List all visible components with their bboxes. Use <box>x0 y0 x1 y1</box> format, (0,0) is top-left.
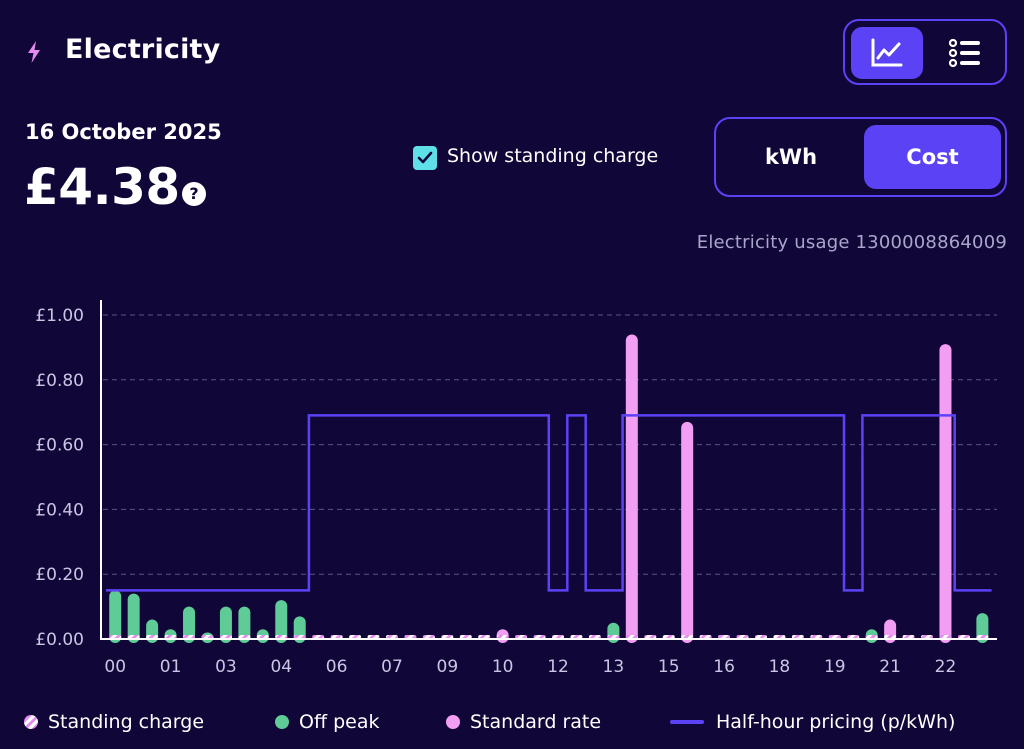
y-tick-label: £0.20 <box>35 565 84 585</box>
x-tick-label: 03 <box>215 657 237 677</box>
total-cost: £4.38 <box>24 158 180 216</box>
legend-offpeak: Off peak <box>275 708 379 736</box>
legend-standing-label: Standing charge <box>48 711 205 733</box>
x-tick-label: 06 <box>326 657 348 677</box>
standard-rate-bar <box>939 344 952 643</box>
x-tick-label: 07 <box>381 657 403 677</box>
list-icon <box>948 38 980 68</box>
standard-rate-bar <box>625 334 638 643</box>
meter-label: Electricity usage 1300008864009 <box>696 232 1007 253</box>
y-tick-label: £0.40 <box>35 500 84 520</box>
selected-date: 16 October 2025 <box>25 120 222 144</box>
standard-rate-swatch <box>446 715 460 729</box>
cost-button[interactable]: Cost <box>864 125 1001 189</box>
off-peak-bar <box>109 590 122 643</box>
legend-pricing: Half-hour pricing (p/kWh) <box>670 708 955 736</box>
standing-charge-checkbox[interactable] <box>413 146 437 170</box>
usage-chart: £0.00 £0.20 £0.40 £0.60 £0.80 £1.00 00 01 03 04 0… <box>35 300 997 677</box>
half-hour-pricing-line <box>106 414 992 592</box>
legend-pricing-label: Half-hour pricing (p/kWh) <box>716 711 956 733</box>
y-tick-label: £0.00 <box>35 630 84 650</box>
off-peak-swatch <box>275 715 289 729</box>
view-toggle <box>843 19 1007 85</box>
chart-view-button[interactable] <box>851 27 923 79</box>
y-tick-label: £0.60 <box>35 436 84 456</box>
list-view-button[interactable] <box>929 27 1001 79</box>
x-tick-label: 18 <box>769 657 791 677</box>
y-tick-label: £0.80 <box>35 371 84 391</box>
x-tick-label: 12 <box>547 657 569 677</box>
x-tick-label: 10 <box>492 657 514 677</box>
x-tick-label: 04 <box>270 657 292 677</box>
pricing-line-swatch <box>670 720 704 724</box>
legend-standing: Standing charge <box>24 708 204 736</box>
standing-charge-swatch <box>24 715 38 729</box>
off-peak-bar <box>219 606 232 643</box>
x-tick-label: 13 <box>603 657 625 677</box>
checkmark-icon <box>417 151 433 164</box>
x-tick-label: 16 <box>713 657 735 677</box>
help-icon[interactable]: ? <box>182 182 206 206</box>
off-peak-bar <box>275 600 288 643</box>
y-tick-label: £1.00 <box>35 306 84 326</box>
unit-toggle: kWh Cost <box>714 117 1007 197</box>
legend-offpeak-label: Off peak <box>299 711 380 733</box>
legend-standard-label: Standard rate <box>470 711 602 733</box>
page-title: Electricity <box>65 34 221 65</box>
x-tick-label: 21 <box>879 657 901 677</box>
x-tick-label: 19 <box>824 657 846 677</box>
standing-charge-label[interactable]: Show standing charge <box>447 145 659 167</box>
lightning-bolt-icon <box>28 41 40 63</box>
off-peak-bar <box>238 606 251 643</box>
legend-standard: Standard rate <box>446 708 601 736</box>
standard-rate-bar <box>681 421 694 643</box>
line-chart-icon <box>871 38 903 67</box>
x-tick-label: 01 <box>160 657 182 677</box>
x-tick-label: 22 <box>935 657 957 677</box>
kwh-button[interactable]: kWh <box>764 145 818 169</box>
off-peak-bar <box>127 593 140 643</box>
x-tick-label: 09 <box>437 657 459 677</box>
x-tick-label: 15 <box>658 657 680 677</box>
off-peak-bar <box>183 606 196 643</box>
x-tick-label: 00 <box>104 657 126 677</box>
